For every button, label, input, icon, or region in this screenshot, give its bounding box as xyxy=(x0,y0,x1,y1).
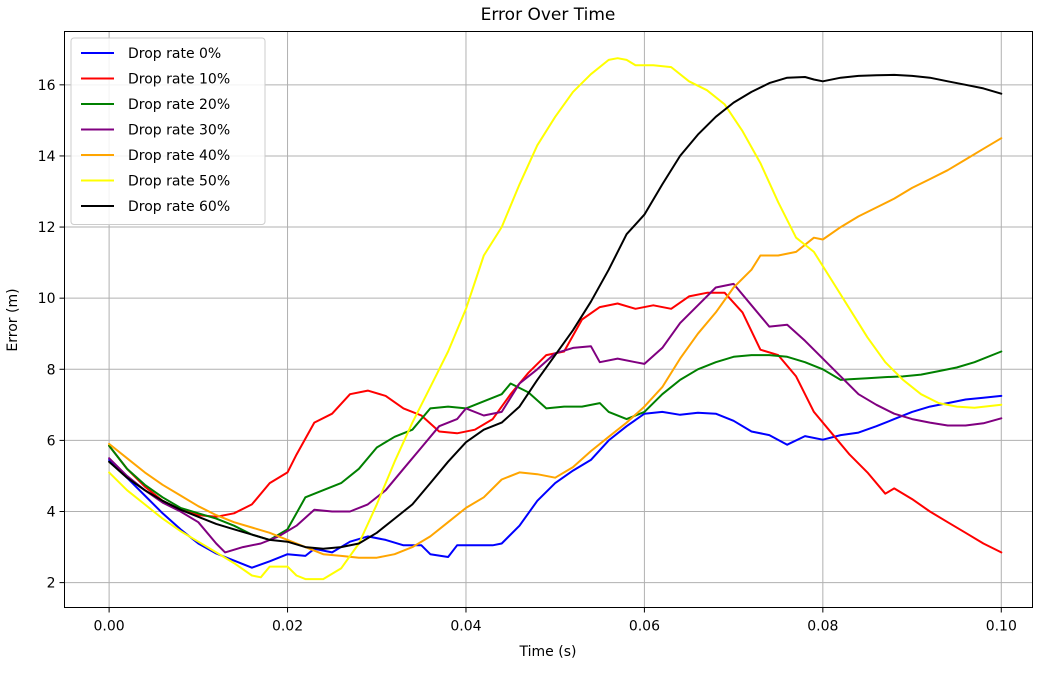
chart-title: Error Over Time xyxy=(481,5,616,25)
series-line-1 xyxy=(108,291,1003,554)
legend-label: Drop rate 50% xyxy=(128,174,230,190)
x-tick-label: 0.04 xyxy=(450,619,481,635)
x-tick-label: 0.06 xyxy=(629,619,660,635)
legend: Drop rate 0% Drop rate 10% Drop rate 20% Dr… xyxy=(70,37,266,225)
plot-frame xyxy=(64,31,1033,608)
grid xyxy=(64,31,1033,608)
legend-label: Drop rate 0% xyxy=(128,46,221,62)
y-tick-label: 8 xyxy=(47,362,56,378)
series-line-0 xyxy=(108,394,1003,569)
y-axis-label: Error (m) xyxy=(5,288,21,351)
y-tick-label: 10 xyxy=(38,291,56,307)
x-tick-label: 0.08 xyxy=(807,619,838,635)
y-tick-label: 4 xyxy=(47,505,56,521)
x-axis-ticks: 0.00 0.02 0.04 0.06 0.08 0.10 xyxy=(94,607,1017,635)
series-line-4 xyxy=(108,137,1003,559)
x-tick-label: 0.00 xyxy=(94,619,125,635)
legend-label: Drop rate 30% xyxy=(128,123,230,139)
series-line-6 xyxy=(108,73,1003,550)
y-axis-ticks: 2 4 6 8 10 12 14 16 xyxy=(38,78,65,592)
x-axis-label: Time (s) xyxy=(519,644,577,660)
x-tick-label: 0.02 xyxy=(272,619,303,635)
y-tick-label: 14 xyxy=(38,149,56,165)
series-lines xyxy=(108,57,1003,581)
series-line-3 xyxy=(108,282,1003,554)
x-tick-label: 0.10 xyxy=(986,619,1017,635)
series-line-5 xyxy=(108,57,1003,581)
legend-box xyxy=(70,37,266,225)
y-tick-label: 6 xyxy=(47,433,56,449)
y-tick-label: 2 xyxy=(47,576,56,592)
legend-label: Drop rate 40% xyxy=(128,148,230,164)
legend-label: Drop rate 10% xyxy=(128,72,230,88)
legend-label: Drop rate 60% xyxy=(128,199,230,215)
legend-label: Drop rate 20% xyxy=(128,97,230,113)
y-tick-label: 12 xyxy=(38,220,56,236)
y-tick-label: 16 xyxy=(38,78,56,94)
